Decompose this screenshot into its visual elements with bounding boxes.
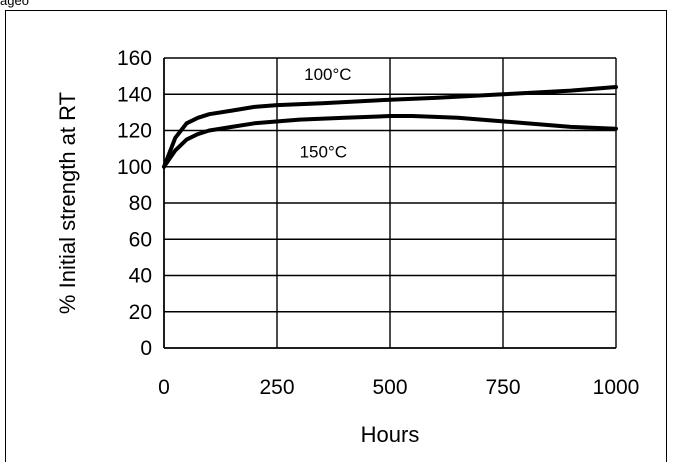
plot-area xyxy=(163,58,616,349)
x-tick-label: 250 xyxy=(259,376,294,399)
x-tick-label: 0 xyxy=(158,376,170,399)
y-tick-label: 60 xyxy=(129,228,152,251)
figure-frame xyxy=(5,10,667,462)
series-line-150c xyxy=(162,114,618,169)
y-tick-label: 100 xyxy=(117,156,152,179)
top-caption-fragment: ageo xyxy=(0,0,29,8)
y-tick-label: 80 xyxy=(129,192,152,215)
y-tick-label: 20 xyxy=(129,301,152,324)
x-tick-label: 1000 xyxy=(593,376,640,399)
y-tick-label: 160 xyxy=(117,47,152,70)
series-line-100c xyxy=(162,85,618,169)
y-tick-label: 120 xyxy=(117,120,152,143)
x-tick-label: 750 xyxy=(485,376,520,399)
series-lines xyxy=(162,85,618,169)
y-tick-label: 0 xyxy=(140,337,152,360)
y-tick-label: 140 xyxy=(117,83,152,106)
series-label-100c: 100°C xyxy=(304,65,351,84)
series-label-150c: 150°C xyxy=(300,143,347,162)
x-tick-labels: 0 250 500 750 1000 xyxy=(158,376,639,399)
y-axis-title: % Initial strength at RT xyxy=(55,92,80,314)
x-tick-label: 500 xyxy=(372,376,407,399)
y-tick-labels: 0 20 40 60 80 100 120 140 160 xyxy=(117,47,152,360)
y-tick-label: 40 xyxy=(129,265,152,288)
x-axis-title: Hours xyxy=(361,422,420,447)
